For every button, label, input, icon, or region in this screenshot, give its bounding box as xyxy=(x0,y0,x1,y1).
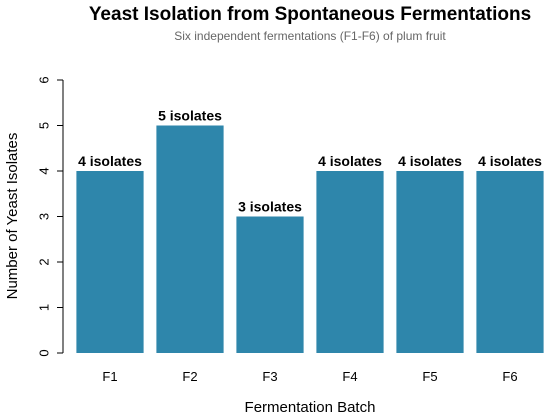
y-tick-label: 0 xyxy=(36,349,51,356)
bar-f1 xyxy=(76,171,144,353)
x-axis-label: Fermentation Batch xyxy=(245,399,376,416)
bar-data-label: 5 isolates xyxy=(158,108,222,124)
bars-group: 4 isolates 5 isolates 3 isolates 4 isolates… xyxy=(76,108,544,353)
y-tick-label: 1 xyxy=(36,304,51,311)
bar-data-label: 4 isolates xyxy=(78,153,142,169)
x-tick-label: F6 xyxy=(502,369,517,384)
bar-f2 xyxy=(156,125,224,353)
bar-f6 xyxy=(476,171,544,353)
bar-data-label: 4 isolates xyxy=(398,153,462,169)
x-tick-label: F5 xyxy=(422,369,437,384)
chart-title: Yeast Isolation from Spontaneous Ferment… xyxy=(89,4,531,25)
x-tick-label: F2 xyxy=(182,369,197,384)
x-tick-label: F3 xyxy=(262,369,277,384)
bar-data-label: 4 isolates xyxy=(318,153,382,169)
y-axis: 0 1 2 3 4 5 6 xyxy=(36,76,64,357)
bar-data-label: 4 isolates xyxy=(478,153,542,169)
bar-data-label: 3 isolates xyxy=(238,199,302,215)
bar-f5 xyxy=(396,171,464,353)
y-axis-label: Number of Yeast Isolates xyxy=(4,133,21,300)
x-tick-label: F4 xyxy=(342,369,357,384)
y-tick-label: 2 xyxy=(36,258,51,265)
chart-subtitle: Six independent fermentations (F1-F6) of… xyxy=(174,29,446,43)
y-tick-label: 3 xyxy=(36,213,51,220)
x-axis-ticks: F1 F2 F3 F4 F5 F6 xyxy=(102,369,517,384)
y-tick-label: 6 xyxy=(36,76,51,83)
bar-f4 xyxy=(316,171,384,353)
bar-f3 xyxy=(236,216,304,353)
y-tick-label: 4 xyxy=(36,167,51,174)
x-tick-label: F1 xyxy=(102,369,117,384)
y-tick-label: 5 xyxy=(36,122,51,129)
